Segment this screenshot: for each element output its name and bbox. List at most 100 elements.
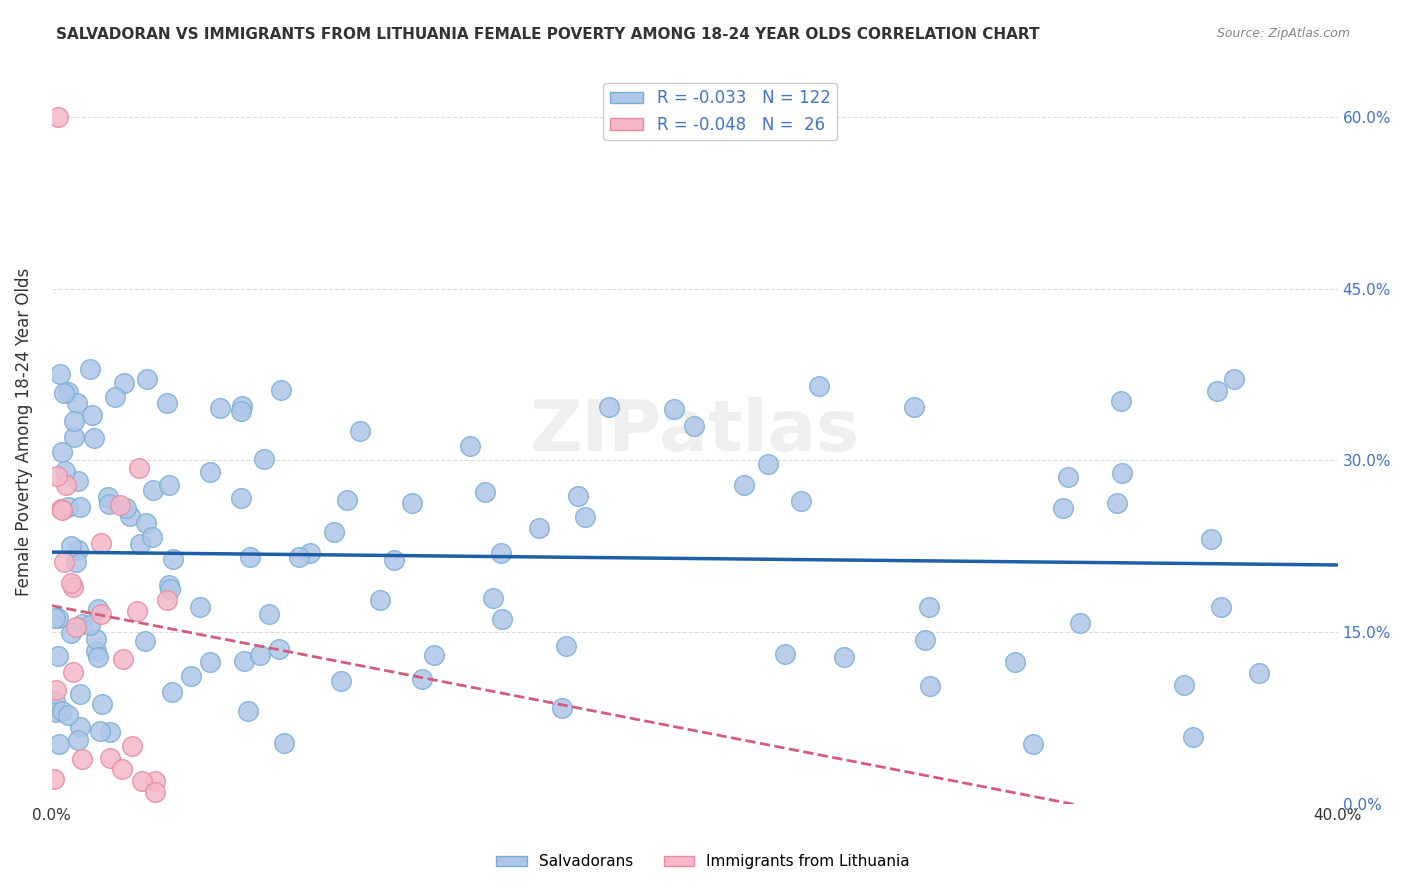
Salvadorans xyxy=(257,607,280,622)
Salvadorans xyxy=(79,618,101,632)
Salvadorans xyxy=(66,543,89,558)
Salvadorans xyxy=(115,500,138,515)
Immigrants from Lithuania xyxy=(143,785,166,799)
Salvadorans xyxy=(82,408,104,422)
Immigrants from Lithuania xyxy=(55,477,77,491)
Salvadorans xyxy=(322,524,344,539)
Immigrants from Lithuania xyxy=(108,498,131,512)
Immigrants from Lithuania xyxy=(59,575,82,590)
Immigrants from Lithuania xyxy=(62,665,84,680)
Salvadorans xyxy=(231,404,253,418)
Salvadorans xyxy=(46,610,69,624)
Salvadorans xyxy=(1182,730,1205,744)
Immigrants from Lithuania xyxy=(51,503,73,517)
Salvadorans xyxy=(249,648,271,662)
Text: ZIPatlas: ZIPatlas xyxy=(530,397,859,467)
Salvadorans xyxy=(733,478,755,492)
Salvadorans xyxy=(44,694,66,708)
Immigrants from Lithuania xyxy=(45,683,67,698)
Salvadorans xyxy=(162,551,184,566)
Immigrants from Lithuania xyxy=(44,772,66,787)
Salvadorans xyxy=(136,372,159,386)
Salvadorans xyxy=(253,451,276,466)
Salvadorans xyxy=(62,414,84,428)
Salvadorans xyxy=(100,725,122,739)
Salvadorans xyxy=(903,400,925,414)
Salvadorans xyxy=(180,669,202,683)
Immigrants from Lithuania xyxy=(53,555,76,569)
Salvadorans xyxy=(1205,384,1227,399)
Salvadorans xyxy=(198,656,221,670)
Salvadorans xyxy=(482,591,505,605)
Immigrants from Lithuania xyxy=(46,110,69,124)
Salvadorans xyxy=(157,578,180,592)
Salvadorans xyxy=(51,704,73,718)
Salvadorans xyxy=(1004,655,1026,669)
Salvadorans xyxy=(458,439,481,453)
Salvadorans xyxy=(401,496,423,510)
Salvadorans xyxy=(789,494,811,508)
Legend: Salvadorans, Immigrants from Lithuania: Salvadorans, Immigrants from Lithuania xyxy=(489,848,917,875)
Salvadorans xyxy=(808,379,831,393)
Immigrants from Lithuania xyxy=(62,580,84,594)
Salvadorans xyxy=(382,553,405,567)
Salvadorans xyxy=(135,516,157,531)
Salvadorans xyxy=(1209,599,1232,614)
Salvadorans xyxy=(160,684,183,698)
Salvadorans xyxy=(773,647,796,661)
Salvadorans xyxy=(46,648,69,663)
Salvadorans xyxy=(299,546,322,560)
Salvadorans xyxy=(231,399,253,413)
Salvadorans xyxy=(142,483,165,498)
Salvadorans xyxy=(208,401,231,415)
Salvadorans xyxy=(917,600,939,615)
Salvadorans xyxy=(914,633,936,648)
Salvadorans xyxy=(44,611,66,625)
Immigrants from Lithuania xyxy=(90,536,112,550)
Salvadorans xyxy=(491,612,513,626)
Immigrants from Lithuania xyxy=(128,461,150,475)
Salvadorans xyxy=(128,537,150,551)
Salvadorans xyxy=(134,634,156,648)
Salvadorans xyxy=(87,649,110,664)
Salvadorans xyxy=(48,737,70,751)
Salvadorans xyxy=(60,625,83,640)
Immigrants from Lithuania xyxy=(45,469,67,483)
Salvadorans xyxy=(664,402,686,417)
Salvadorans xyxy=(273,736,295,750)
Text: SALVADORAN VS IMMIGRANTS FROM LITHUANIA FEMALE POVERTY AMONG 18-24 YEAR OLDS COR: SALVADORAN VS IMMIGRANTS FROM LITHUANIA … xyxy=(56,27,1040,42)
Salvadorans xyxy=(60,539,83,553)
Salvadorans xyxy=(141,530,163,544)
Salvadorans xyxy=(156,396,179,410)
Immigrants from Lithuania xyxy=(49,502,72,516)
Salvadorans xyxy=(49,367,72,381)
Salvadorans xyxy=(598,401,620,415)
Salvadorans xyxy=(1247,665,1270,680)
Salvadorans xyxy=(232,654,254,668)
Salvadorans xyxy=(574,510,596,524)
Immigrants from Lithuania xyxy=(156,592,179,607)
Salvadorans xyxy=(756,458,779,472)
Salvadorans xyxy=(229,491,252,505)
Salvadorans xyxy=(555,639,578,653)
Salvadorans xyxy=(1109,393,1132,408)
Salvadorans xyxy=(551,701,574,715)
Salvadorans xyxy=(157,478,180,492)
Salvadorans xyxy=(682,418,704,433)
Salvadorans xyxy=(69,500,91,515)
Immigrants from Lithuania xyxy=(90,607,112,622)
Salvadorans xyxy=(89,723,111,738)
Salvadorans xyxy=(79,361,101,376)
Salvadorans xyxy=(45,706,67,720)
Salvadorans xyxy=(567,489,589,503)
Immigrants from Lithuania xyxy=(111,652,134,666)
Salvadorans xyxy=(52,385,75,400)
Salvadorans xyxy=(72,617,94,632)
Y-axis label: Female Poverty Among 18-24 Year Olds: Female Poverty Among 18-24 Year Olds xyxy=(15,268,32,596)
Salvadorans xyxy=(84,632,107,646)
Salvadorans xyxy=(58,500,80,514)
Salvadorans xyxy=(423,648,446,662)
Immigrants from Lithuania xyxy=(121,739,143,754)
Salvadorans xyxy=(83,431,105,445)
Salvadorans xyxy=(1105,495,1128,509)
